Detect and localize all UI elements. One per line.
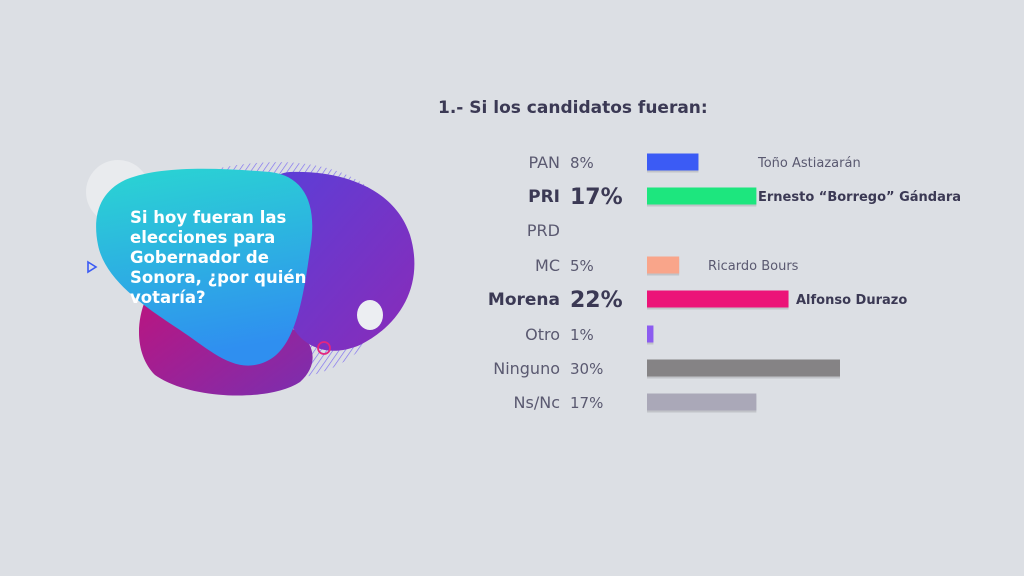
party-label-otro: Otro: [525, 325, 560, 344]
party-label-mc: MC: [535, 256, 560, 275]
value-label-otro: 1%: [570, 326, 594, 344]
value-label-ninguno: 30%: [570, 360, 603, 378]
value-label-pri: 17%: [570, 185, 623, 210]
bar-ns-nc: [647, 393, 757, 411]
candidate-label-pri: Ernesto “Borrego” Gándara: [758, 190, 961, 205]
decorative-blob-illustration: [86, 160, 415, 396]
ring-outline-icon: [317, 341, 331, 355]
bar-pan: [647, 153, 699, 171]
candidate-label-mc: Ricardo Bours: [708, 259, 799, 274]
bar-pri: [647, 187, 757, 205]
candidate-label-morena: Alfonso Durazo: [796, 293, 907, 308]
value-label-morena: 22%: [570, 288, 623, 313]
white-drop-shape: [357, 300, 383, 330]
chart-title: 1.- Si los candidatos fueran:: [438, 98, 708, 118]
party-label-pri: PRI: [528, 187, 560, 207]
candidate-label-pan: Toño Astiazarán: [757, 156, 861, 171]
party-label-ninguno: Ninguno: [493, 359, 560, 378]
party-label-prd: PRD: [527, 221, 560, 240]
value-label-mc: 5%: [570, 257, 594, 275]
question-text: Si hoy fueran las elecciones para Gobern…: [130, 208, 307, 307]
triangle-outline-icon: [87, 260, 98, 274]
party-label-ns-nc: Ns/Nc: [514, 393, 560, 412]
teal-shape: [96, 168, 313, 366]
party-label-morena: Morena: [488, 290, 560, 310]
bar-ninguno: [647, 359, 840, 377]
party-label-pan: PAN: [528, 153, 560, 172]
bar-otro: [647, 325, 654, 343]
value-label-pan: 8%: [570, 154, 594, 172]
value-label-ns-nc: 17%: [570, 394, 603, 412]
bar-mc: [647, 256, 680, 274]
bar-morena: [647, 290, 789, 308]
